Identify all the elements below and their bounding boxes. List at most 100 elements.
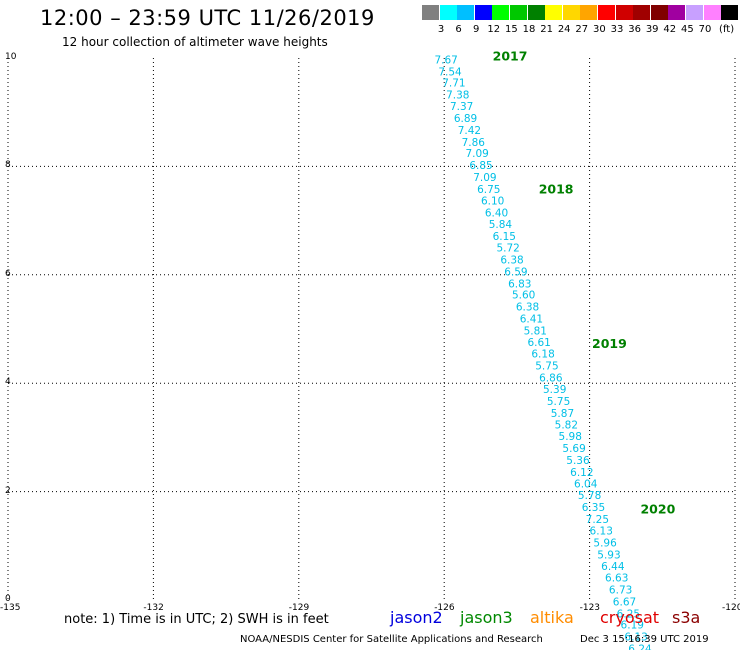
map-subtitle: 12 hour collection of altimeter wave hei… — [62, 35, 328, 49]
footer-note: note: 1) Time is in UTC; 2) SWH is in fe… — [64, 612, 329, 627]
wave-height-point: 6.86 — [539, 373, 563, 385]
satellite-jason2: jason2 — [390, 608, 443, 627]
wave-height-point: 5.36 — [566, 455, 590, 467]
wave-height-point: 7.37 — [450, 101, 473, 113]
satellite-jason3: jason3 — [460, 608, 513, 627]
x-tick-label: -123 — [579, 603, 601, 613]
time-label: 2019 — [592, 336, 627, 351]
color-legend-label: 6 — [455, 24, 462, 35]
color-legend-label: 24 — [557, 24, 571, 35]
wave-height-point: 7.09 — [465, 148, 488, 160]
wave-height-point: 6.44 — [601, 561, 625, 573]
color-legend-label: 70 — [698, 24, 712, 35]
wave-height-point: 6.10 — [481, 195, 504, 207]
wave-height-point: 5.81 — [524, 325, 547, 337]
wave-height-point: 6.73 — [609, 584, 632, 596]
wave-height-point: 5.60 — [512, 290, 535, 302]
wave-height-point: 6.85 — [469, 160, 492, 172]
wave-height-point: 6.75 — [477, 184, 500, 196]
wave-height-point: 6.83 — [508, 278, 531, 290]
color-legend-label: 27 — [575, 24, 589, 35]
wave-height-point: 6.41 — [520, 313, 543, 325]
x-tick-label: -132 — [143, 603, 164, 613]
wave-height-point: 5.98 — [559, 431, 582, 443]
wave-height-point: 6.25 — [617, 608, 640, 620]
color-legend-label: 36 — [628, 24, 641, 35]
color-legend-label: 33 — [610, 24, 624, 35]
color-legend-label: 21 — [540, 24, 553, 35]
wave-height-point: 6.19 — [621, 620, 644, 632]
time-label: 2020 — [640, 501, 675, 516]
wave-height-point: 5.75 — [535, 361, 558, 373]
wave-height-point: 6.12 — [570, 467, 593, 479]
color-legend-label: 30 — [593, 24, 606, 35]
wave-height-point: 5.93 — [597, 549, 620, 561]
wave-height-point: 6.59 — [504, 266, 527, 278]
wave-height-point: 7.25 — [586, 514, 609, 526]
color-legend-label: 3 — [437, 24, 445, 35]
wave-height-point: 6.38 — [500, 254, 523, 266]
wave-height-point: 7.42 — [458, 125, 481, 137]
color-swatch — [510, 5, 527, 20]
wave-height-point: 7.09 — [473, 172, 496, 184]
wave-height-point: 6.35 — [582, 502, 605, 514]
wave-height-point: 6.18 — [531, 349, 554, 361]
color-legend-label: 18 — [522, 24, 536, 35]
wave-height-point: 7.71 — [442, 78, 465, 90]
x-tick-label: -129 — [288, 603, 310, 613]
wave-height-point: 5.84 — [489, 219, 513, 231]
y-tick-label: 2 — [5, 485, 11, 496]
grid-lines — [7, 58, 736, 600]
map-title: 12:00 – 23:59 UTC 11/26/2019 — [40, 6, 375, 30]
footer-credit: NOAA/NESDIS Center for Satellite Applica… — [240, 634, 543, 645]
color-swatch — [598, 5, 615, 20]
color-swatch — [686, 5, 703, 20]
color-legend-label: 42 — [663, 24, 677, 35]
color-swatch — [562, 5, 580, 20]
wave-height-point: 5.69 — [562, 443, 585, 455]
time-labels: 2017 2018 2019 2020 — [493, 49, 676, 517]
color-legend-label: 45 — [681, 24, 694, 35]
y-tick-label: 4 — [5, 377, 11, 388]
wave-height-point: 6.89 — [454, 113, 477, 125]
y-tick-label: 10 — [5, 52, 17, 62]
color-swatch — [422, 5, 439, 20]
wave-height-point: 5.87 — [551, 408, 574, 420]
wave-height-point: 5.82 — [555, 420, 578, 432]
wave-height-point: 7.38 — [446, 90, 469, 102]
wave-height-point: 6.24 — [628, 644, 652, 650]
satellite-s3a: s3a — [672, 608, 701, 627]
color-swatch — [703, 5, 721, 20]
satellite-altika: altika — [530, 608, 574, 627]
satellite-cryosat: cryosat — [600, 608, 660, 627]
color-legend-label: 15 — [505, 24, 518, 35]
wave-height-point: 5.39 — [543, 384, 566, 396]
color-swatch — [650, 5, 668, 20]
wave-height-point: 7.54 — [438, 66, 462, 78]
color-swatch — [545, 5, 563, 20]
color-swatch — [457, 5, 475, 20]
wave-height-point: 6.04 — [574, 478, 598, 490]
wave-height-point: 5.72 — [496, 242, 519, 254]
color-legend-label: 12 — [487, 24, 501, 35]
color-swatch — [474, 5, 492, 20]
color-swatch — [492, 5, 510, 20]
color-swatch — [721, 5, 739, 20]
x-tick-label: -126 — [434, 603, 455, 613]
wave-height-point: 6.61 — [527, 337, 550, 349]
data-points: 7.677.547.717.387.376.897.427.867.096.85… — [434, 54, 652, 650]
color-swatch — [633, 5, 651, 20]
wave-height-point: 7.67 — [434, 54, 457, 66]
y-tick-label: 6 — [5, 268, 11, 279]
y-tick-label: 8 — [5, 160, 11, 171]
time-label: 2018 — [539, 182, 574, 197]
wave-height-point: 6.63 — [605, 573, 628, 585]
wave-height-point: 5.75 — [547, 396, 570, 408]
wave-height-point: 5.96 — [593, 537, 617, 549]
wave-height-point: 6.13 — [624, 632, 647, 644]
footer-timestamp: Dec 3 15:16:39 UTC 2019 — [580, 634, 709, 645]
wave-height-point: 6.13 — [590, 525, 613, 537]
wave-height-point: 6.38 — [516, 302, 539, 314]
wave-height-point: 6.15 — [493, 231, 516, 243]
